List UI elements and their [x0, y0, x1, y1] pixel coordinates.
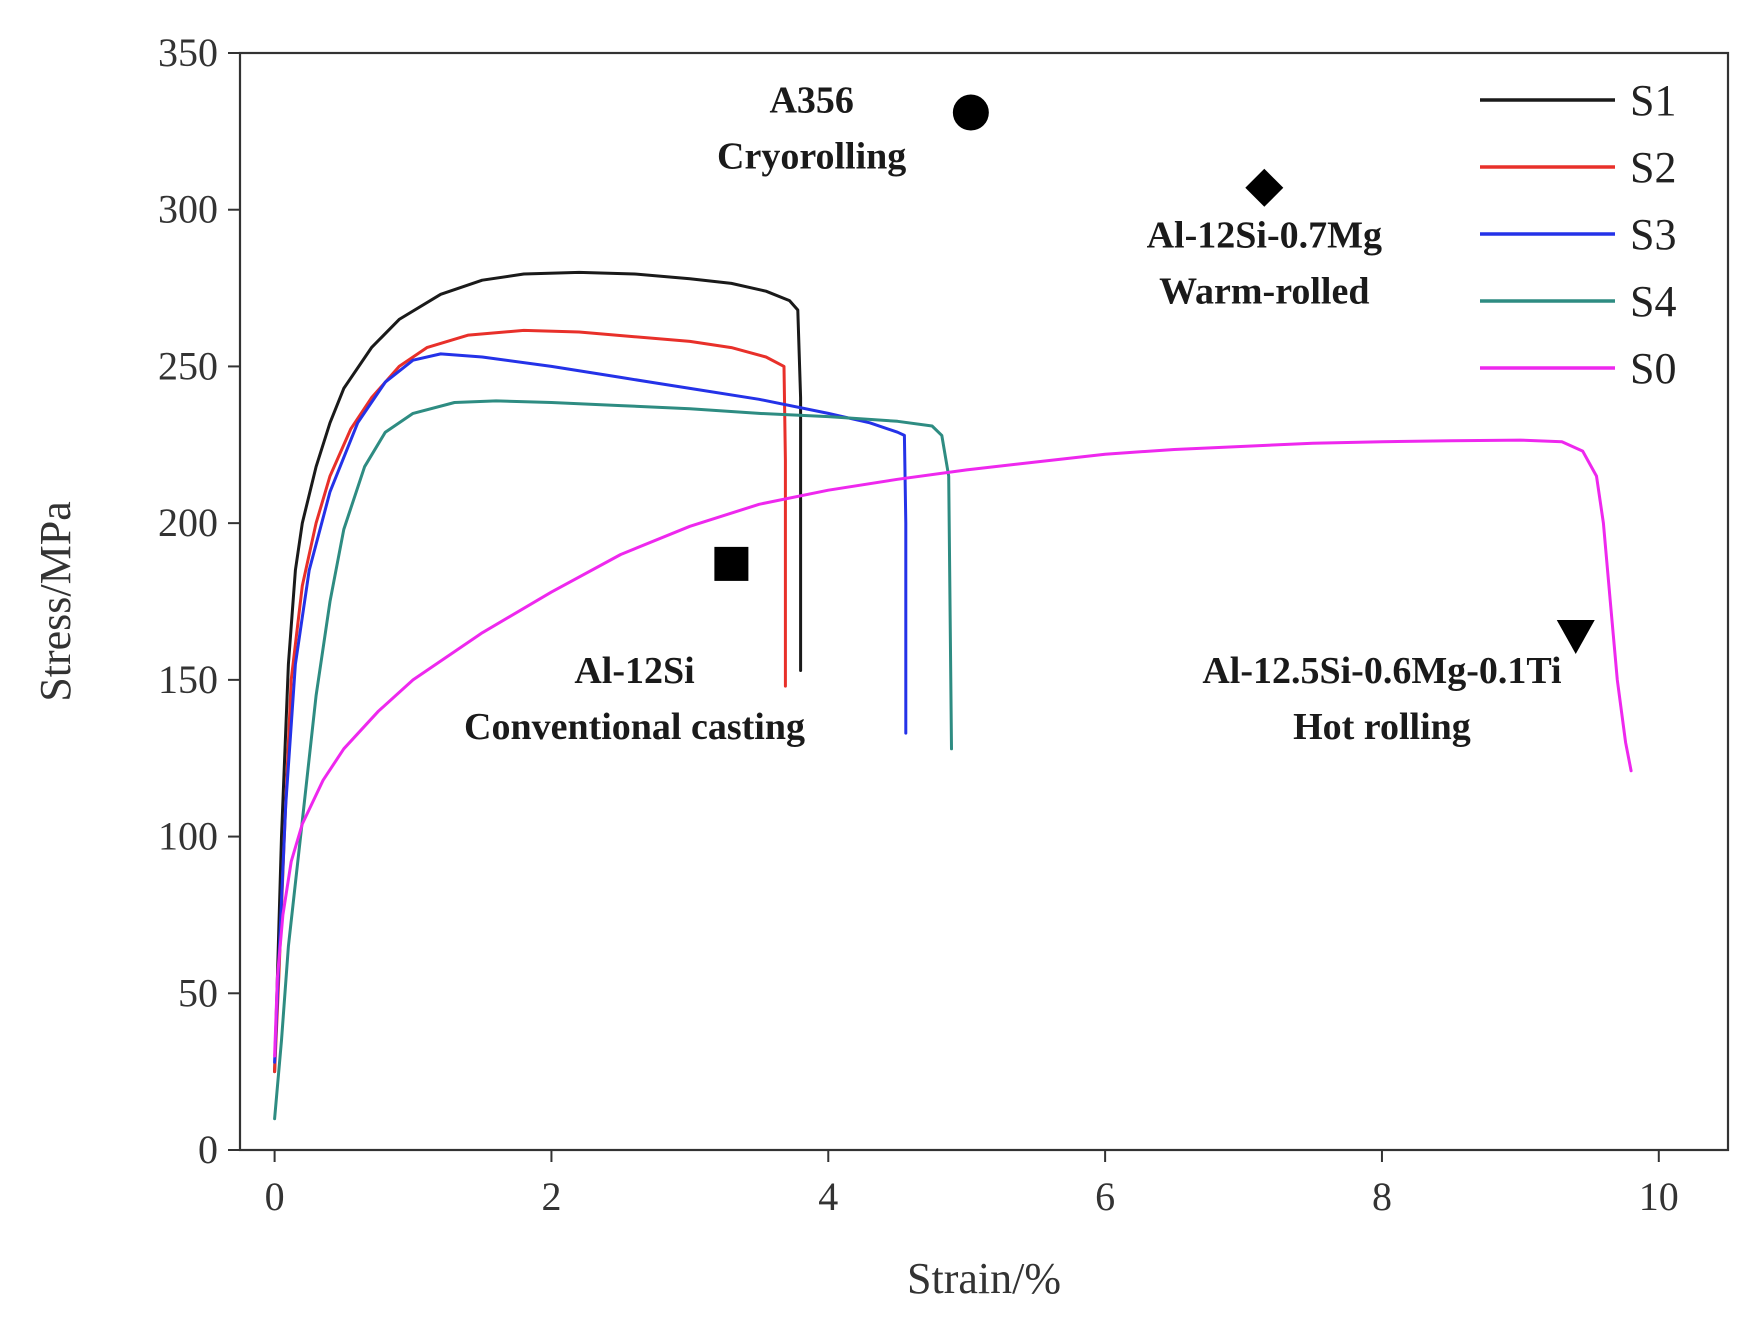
- x-tick-label: 6: [1095, 1174, 1115, 1219]
- y-tick-label: 0: [198, 1127, 218, 1172]
- legend-label-s4: S4: [1630, 277, 1676, 326]
- marker-triangle-down: [1556, 619, 1595, 654]
- plot-frame: [238, 51, 1730, 1152]
- series-line-s3: [273, 352, 908, 1064]
- y-tick-label: 100: [158, 814, 218, 859]
- y-tick-label: 50: [178, 970, 218, 1015]
- annotation-text: Al-12Si: [574, 650, 694, 692]
- x-tick-label: 0: [265, 1174, 285, 1219]
- marker-circle: [952, 94, 989, 131]
- annotation-text: Hot rolling: [1293, 706, 1471, 748]
- series-line-s1: [273, 270, 803, 1074]
- marker-diamond: [1245, 168, 1284, 207]
- x-tick-label: 2: [541, 1174, 561, 1219]
- y-axis-title: Stress/MPa: [31, 501, 80, 701]
- marker-square: [714, 546, 749, 581]
- y-tick-label: 350: [158, 30, 218, 75]
- annotation-text: Al-12.5Si-0.6Mg-0.1Ti: [1202, 650, 1561, 692]
- x-tick-label: 4: [818, 1174, 838, 1219]
- legend-label-s2: S2: [1630, 143, 1676, 192]
- annotation-text: A356: [769, 80, 853, 122]
- legend-label-s3: S3: [1630, 210, 1676, 259]
- annotation-text: Al-12Si-0.7Mg: [1147, 214, 1382, 256]
- series-line-s0: [273, 438, 1633, 1058]
- y-tick-label: 250: [158, 343, 218, 388]
- y-tick-label: 200: [158, 500, 218, 545]
- annotation-text: Warm-rolled: [1159, 270, 1369, 312]
- plot-layer: 0 50 100 150 200 250 300 350 0 2 4 6 8 10 Strain/% Stre…: [31, 30, 1730, 1303]
- legend: S1 S2 S3 S4 S0: [1480, 76, 1676, 393]
- y-tick-label: 300: [158, 187, 218, 232]
- legend-label-s1: S1: [1630, 76, 1676, 125]
- series-line-s4: [273, 399, 953, 1121]
- series-line-s2: [273, 328, 787, 1074]
- x-tick-label: 10: [1639, 1174, 1679, 1219]
- y-tick-label: 150: [158, 657, 218, 702]
- legend-label-s0: S0: [1630, 344, 1676, 393]
- annotation-text: Cryorolling: [717, 136, 906, 178]
- x-axis-title: Strain/%: [907, 1254, 1061, 1303]
- annotation-text: Conventional casting: [464, 706, 805, 748]
- x-tick-label: 8: [1372, 1174, 1392, 1219]
